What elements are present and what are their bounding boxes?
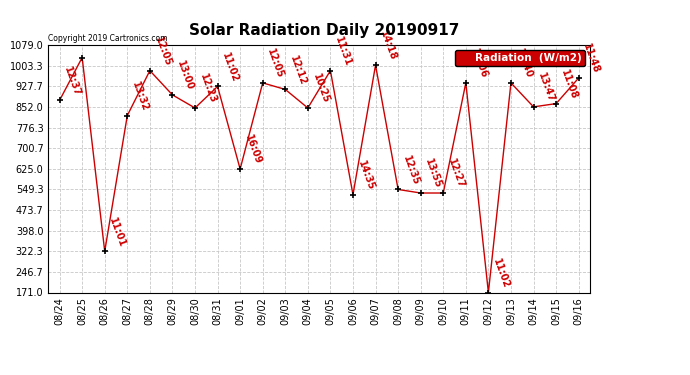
Text: 12:27: 12:27: [446, 158, 466, 190]
Text: Solar Radiation Daily 20190917: Solar Radiation Daily 20190917: [189, 22, 460, 38]
Text: 10:25: 10:25: [310, 73, 331, 105]
Text: 11:02: 11:02: [491, 257, 511, 290]
Text: 11:01: 11:01: [108, 216, 128, 249]
Text: 13:47: 13:47: [536, 72, 556, 104]
Text: 12:05: 12:05: [152, 35, 172, 68]
Text: 13:40: 13:40: [514, 48, 534, 80]
Text: 12:35: 12:35: [401, 154, 421, 187]
Text: 13:00: 13:00: [175, 60, 195, 92]
Text: 12:37: 12:37: [62, 65, 82, 98]
Text: Copyright 2019 Cartronics.com: Copyright 2019 Cartronics.com: [48, 33, 168, 42]
Text: 14:18: 14:18: [378, 30, 398, 62]
Text: 11:02: 11:02: [220, 51, 240, 84]
Text: 12:05: 12:05: [266, 48, 286, 80]
Text: 12:23: 12:23: [198, 73, 218, 105]
Legend: Radiation  (W/m2): Radiation (W/m2): [455, 50, 585, 66]
Text: 12:12: 12:12: [288, 54, 308, 87]
Text: 13:55: 13:55: [424, 158, 444, 190]
Text: 13:32: 13:32: [130, 80, 150, 113]
Text: 14:35: 14:35: [356, 159, 376, 192]
Text: 11:31: 11:31: [333, 35, 353, 68]
Text: 11:48: 11:48: [582, 42, 602, 75]
Text: 11:08: 11:08: [559, 68, 579, 101]
Text: 14:06: 14:06: [469, 48, 489, 80]
Text: 16:09: 16:09: [243, 134, 263, 166]
